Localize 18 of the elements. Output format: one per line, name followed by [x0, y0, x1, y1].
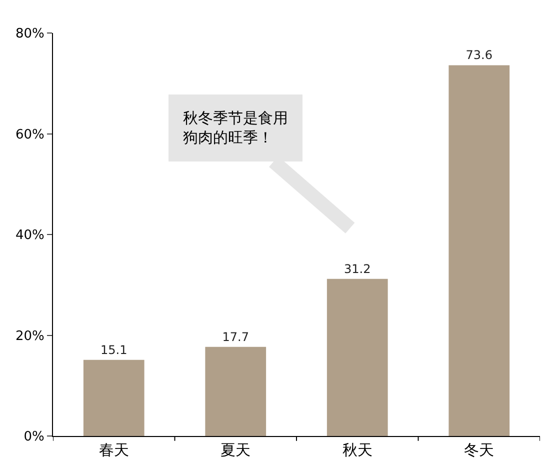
y-tick-label: 0%: [24, 430, 44, 445]
y-tick-label: 60%: [15, 127, 44, 142]
y-tick-label: 80%: [15, 26, 44, 42]
bar: [326, 278, 388, 436]
x-tick-label: 春天: [98, 441, 129, 459]
annotation: 秋冬季节是食用狗肉的旺季！: [183, 109, 288, 146]
x-tick-label: 秋天: [342, 441, 372, 459]
x-tick-label: 夏天: [220, 441, 251, 459]
y-tick-label: 40%: [15, 228, 44, 244]
bar: [205, 346, 266, 436]
bar: [448, 65, 510, 436]
x-tick-label: 冬天: [464, 441, 494, 459]
data-label: 17.7: [222, 330, 249, 344]
y-tick-label: 20%: [15, 328, 44, 344]
data-label: 31.2: [344, 262, 371, 276]
data-label: 73.6: [466, 48, 492, 62]
data-label: 15.1: [100, 342, 128, 357]
bar: [83, 360, 144, 436]
